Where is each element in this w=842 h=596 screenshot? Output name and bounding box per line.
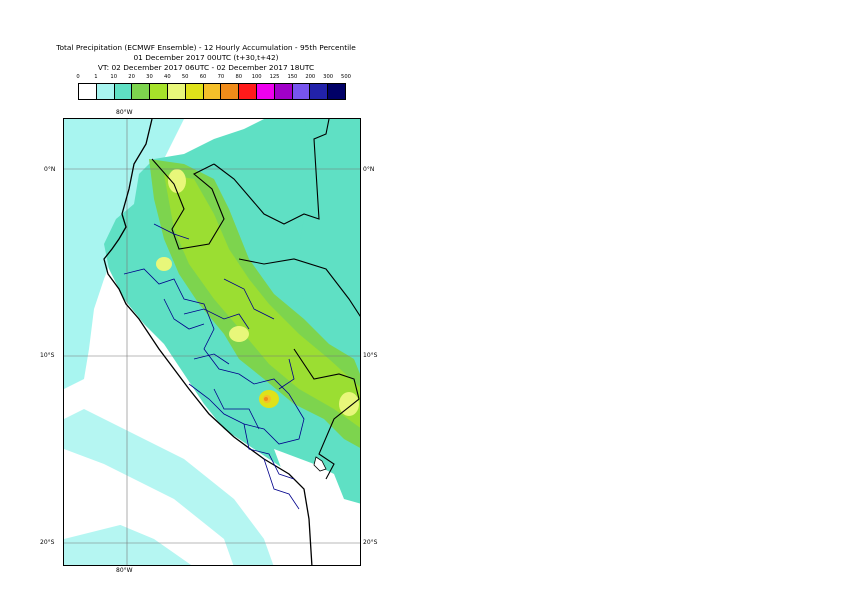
region-borders-2 xyxy=(163,298,300,510)
southern-dry-land xyxy=(274,449,360,565)
lat-label-right-20: 20°S xyxy=(363,539,378,546)
legend-tick-label: 50 xyxy=(181,74,189,80)
legend-swatch xyxy=(274,84,293,99)
legend-tick-label: 20 xyxy=(128,74,135,80)
lat-label-left-10: 10°S xyxy=(40,352,55,359)
bolivia-border xyxy=(293,348,360,480)
precip-max-core xyxy=(264,397,268,401)
legend-swatch xyxy=(328,84,345,99)
legend-swatch xyxy=(114,84,133,99)
region-borders-3 xyxy=(153,223,295,390)
legend-tick-label: 30 xyxy=(146,74,153,80)
legend-tick-label: 200 xyxy=(305,74,316,80)
validity-time: VT: 02 December 2017 06UTC - 02 December… xyxy=(97,63,315,72)
amazon-light-rain xyxy=(294,119,360,329)
legend-tick-label: 10 xyxy=(110,74,118,80)
region-borders-1 xyxy=(123,268,305,445)
legend-swatch xyxy=(132,84,151,99)
coastline xyxy=(103,119,313,565)
legend-tick-label: 300 xyxy=(323,74,334,80)
lat-label-right-0: 0°N xyxy=(363,166,375,173)
legend-swatch xyxy=(292,84,311,99)
ocean-light-precip-south xyxy=(64,409,274,565)
lake-titicaca xyxy=(313,456,327,472)
legend-tick-label: 80 xyxy=(235,74,243,80)
ecuador-border xyxy=(151,158,225,250)
map-panel xyxy=(63,118,361,566)
legend-swatch xyxy=(203,84,222,99)
legend-tick-label: 100 xyxy=(251,74,262,80)
legend-tick-label: 150 xyxy=(287,74,298,80)
lat-label-left-20: 20°S xyxy=(40,539,55,546)
lat-label-right-10: 10°S xyxy=(363,352,378,359)
legend-swatch xyxy=(79,84,97,99)
ocean-dry-patch xyxy=(64,449,234,565)
legend-swatch xyxy=(239,84,257,99)
precip-spot-1 xyxy=(168,169,186,193)
colombia-border xyxy=(213,119,330,225)
legend-swatches xyxy=(78,83,346,100)
legend-tick-label: 0 xyxy=(76,74,80,80)
precipitation-map xyxy=(64,119,360,565)
legend-swatch xyxy=(96,84,115,99)
lon-label-bottom: 80°W xyxy=(116,567,133,574)
legend-tick-label: 60 xyxy=(199,74,207,80)
legend-tick-label: 500 xyxy=(341,74,351,80)
precip-spot-5 xyxy=(339,392,359,416)
lon-label-top: 80°W xyxy=(116,109,133,116)
map-title: Total Precipitation (ECMWF Ensemble) - 1… xyxy=(56,43,356,52)
legend-swatch xyxy=(167,84,186,99)
legend-swatch xyxy=(256,84,275,99)
legend-swatch xyxy=(310,84,329,99)
legend-swatch xyxy=(185,84,204,99)
brazil-border xyxy=(238,258,360,317)
precip-spot-3 xyxy=(229,326,249,342)
legend-tick-label: 1 xyxy=(94,74,98,80)
run-date: 01 December 2017 00UTC (t+30,t+42) xyxy=(133,53,279,62)
legend-swatch xyxy=(150,84,168,99)
ocean-light-precip-north xyxy=(64,119,184,389)
legend-swatch xyxy=(221,84,240,99)
legend-tick-label: 40 xyxy=(164,74,171,80)
legend-tick-label: 70 xyxy=(217,74,225,80)
legend-tick-label: 125 xyxy=(269,74,280,80)
precip-spot-2 xyxy=(156,257,172,271)
lat-label-left-0: 0°N xyxy=(44,166,56,173)
color-legend: 0 1 10 20 30 40 50 60 70 80 100 125 150 200 300 500 xyxy=(76,74,351,102)
